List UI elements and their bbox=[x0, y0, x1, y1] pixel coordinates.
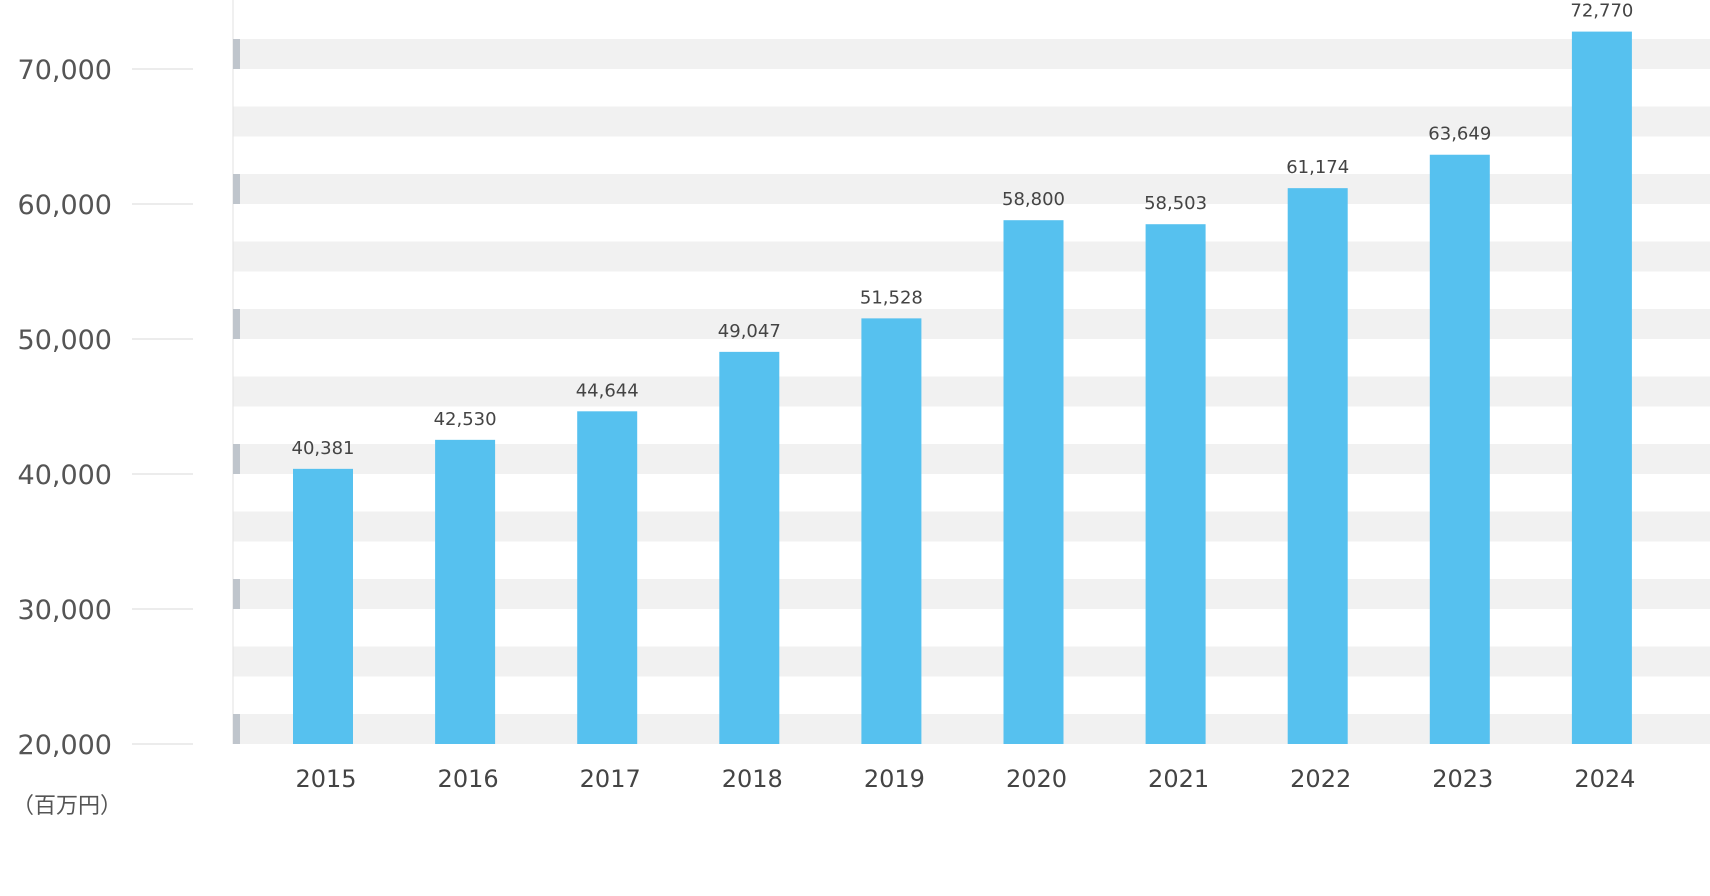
x-tick-label-2024: 2024 bbox=[1574, 765, 1635, 793]
data-label-2019: 51,528 bbox=[860, 287, 923, 308]
y-tick-marker bbox=[233, 579, 240, 609]
bar-2018 bbox=[719, 351, 780, 744]
x-tick-label-2017: 2017 bbox=[580, 765, 641, 793]
x-axis: 2015 2016 2017 2018 2019 2020 2021 2022 2023 2024 bbox=[295, 765, 1635, 793]
bars bbox=[293, 31, 1632, 745]
bar-2015 bbox=[293, 468, 353, 744]
x-tick-label-2016: 2016 bbox=[438, 765, 499, 793]
data-label-2023: 63,649 bbox=[1428, 124, 1491, 145]
y-tick-marker bbox=[233, 309, 240, 339]
data-labels: 40,381 42,530 44,644 49,047 51,528 58,800 58,5… bbox=[292, 1, 1634, 459]
bar-2024 bbox=[1571, 31, 1632, 745]
x-tick-label-2020: 2020 bbox=[1006, 765, 1067, 793]
bar-2016 bbox=[435, 439, 496, 744]
y-tick-marker bbox=[233, 444, 240, 474]
data-label-2022: 61,174 bbox=[1286, 157, 1349, 178]
bar-2019 bbox=[861, 318, 922, 744]
x-tick-label-2021: 2021 bbox=[1148, 765, 1209, 793]
data-label-2024: 72,770 bbox=[1570, 1, 1633, 22]
x-tick-label-2023: 2023 bbox=[1432, 765, 1493, 793]
data-label-2020: 58,800 bbox=[1002, 189, 1065, 210]
data-label-2017: 44,644 bbox=[576, 380, 639, 401]
x-tick-label-2019: 2019 bbox=[864, 765, 925, 793]
bar-2021 bbox=[1145, 224, 1206, 745]
background-band bbox=[233, 39, 1710, 69]
y-tick-label: 40,000 bbox=[18, 460, 112, 491]
data-label-2018: 49,047 bbox=[718, 321, 781, 342]
unit-label: （百万円） bbox=[12, 794, 122, 819]
y-tick-marker bbox=[233, 39, 240, 69]
bar-2022 bbox=[1287, 188, 1348, 744]
y-tick-label: 50,000 bbox=[18, 325, 112, 356]
bar-2023 bbox=[1429, 154, 1490, 744]
y-tick-marker bbox=[233, 714, 240, 744]
y-tick-marker bbox=[233, 174, 240, 204]
data-label-2016: 42,530 bbox=[434, 409, 497, 430]
x-tick-label-2018: 2018 bbox=[722, 765, 783, 793]
background-band bbox=[233, 106, 1710, 137]
y-axis: 20,000 30,000 40,000 50,000 60,000 70,000 bbox=[18, 0, 240, 761]
data-label-2015: 40,381 bbox=[292, 438, 355, 459]
bar-2020 bbox=[1003, 220, 1064, 744]
y-tick-label: 20,000 bbox=[18, 730, 112, 761]
data-label-2021: 58,503 bbox=[1144, 193, 1207, 214]
y-tick-label: 30,000 bbox=[18, 595, 112, 626]
y-tick-label: 60,000 bbox=[18, 190, 112, 221]
y-tick-label: 70,000 bbox=[18, 55, 112, 86]
x-tick-label-2022: 2022 bbox=[1290, 765, 1351, 793]
bar-2017 bbox=[577, 411, 638, 744]
x-tick-label-2015: 2015 bbox=[295, 765, 356, 793]
